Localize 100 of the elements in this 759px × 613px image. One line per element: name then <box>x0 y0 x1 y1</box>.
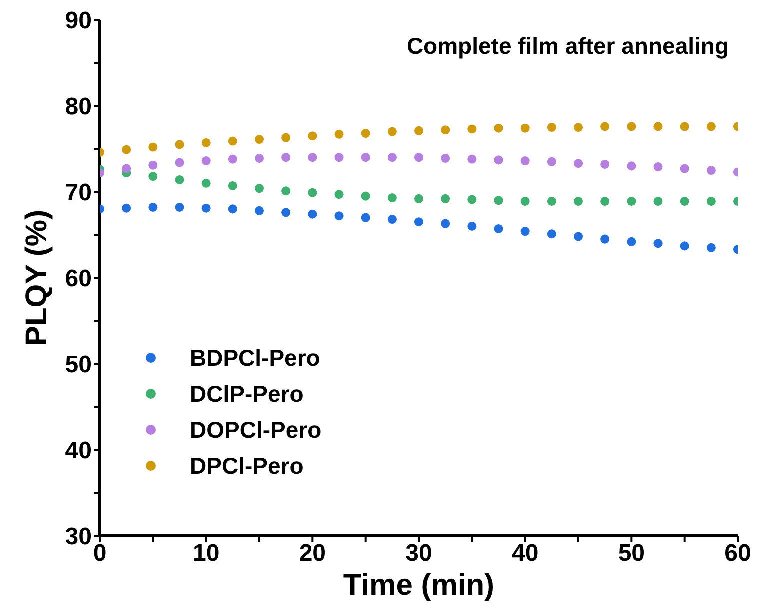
annotation: Complete film after annealing <box>406 33 729 60</box>
point <box>547 196 556 206</box>
point <box>308 153 318 162</box>
point <box>308 188 318 198</box>
point <box>148 160 158 170</box>
point <box>361 153 370 162</box>
point <box>547 230 556 239</box>
point <box>706 196 716 206</box>
point <box>468 124 477 134</box>
point <box>175 140 184 150</box>
point <box>441 219 450 228</box>
point <box>520 124 530 133</box>
point <box>441 194 450 204</box>
point <box>574 122 584 132</box>
point <box>228 181 238 190</box>
point <box>334 190 344 200</box>
point <box>627 196 636 206</box>
point <box>600 122 610 132</box>
point <box>600 196 610 206</box>
point <box>254 154 264 163</box>
point <box>574 232 584 242</box>
point <box>175 158 184 168</box>
point <box>494 224 504 234</box>
point <box>254 206 264 216</box>
point <box>202 204 211 213</box>
point <box>175 202 184 212</box>
point <box>547 157 556 166</box>
y-tick-label: 60 <box>65 266 92 293</box>
point <box>334 153 344 162</box>
point <box>148 172 158 182</box>
x-tick-label: 10 <box>192 540 220 568</box>
point <box>654 196 663 206</box>
y-axis-title: PLQY (%) <box>20 210 54 346</box>
y-tick-label: 50 <box>65 352 92 379</box>
x-axis-title: Time (min) <box>343 569 495 602</box>
point <box>600 160 610 169</box>
point <box>282 208 291 218</box>
point <box>574 159 584 168</box>
point <box>468 195 477 204</box>
point <box>680 242 690 251</box>
point <box>388 215 397 224</box>
point <box>361 213 370 222</box>
point <box>361 192 370 201</box>
point <box>414 194 424 204</box>
point <box>388 153 397 162</box>
point <box>680 122 690 132</box>
x-tick-label: 0 <box>93 540 107 568</box>
point <box>441 126 450 135</box>
legend-label: DPCl-Pero <box>190 452 304 480</box>
point <box>175 175 184 184</box>
point <box>361 129 370 138</box>
point <box>414 218 424 227</box>
point <box>388 194 397 203</box>
point <box>494 196 504 206</box>
y-tick-label: 90 <box>65 8 92 35</box>
point <box>520 156 530 166</box>
x-tick-label: 30 <box>406 540 432 568</box>
point <box>282 186 291 196</box>
point <box>468 222 477 231</box>
point <box>202 156 211 166</box>
y-tick-label: 70 <box>65 180 92 207</box>
point <box>654 162 663 172</box>
y-tick-label: 40 <box>65 438 92 465</box>
legend-label: DOPCl-Pero <box>190 416 322 444</box>
point <box>441 154 450 163</box>
point <box>680 196 690 206</box>
point <box>494 124 504 133</box>
point <box>122 164 132 174</box>
point <box>148 142 158 152</box>
point <box>706 166 716 176</box>
point <box>228 154 238 164</box>
point <box>254 184 264 194</box>
x-tick-label: 20 <box>299 540 326 568</box>
point <box>228 204 238 214</box>
point <box>202 138 211 148</box>
x-tick-label: 50 <box>618 540 646 568</box>
point <box>574 196 584 206</box>
point <box>388 127 397 136</box>
point <box>334 212 344 221</box>
point <box>202 178 211 188</box>
point <box>308 210 318 219</box>
y-tick-label: 80 <box>65 94 92 121</box>
point <box>122 145 132 154</box>
point <box>706 243 716 252</box>
point <box>282 153 291 162</box>
point <box>520 196 530 206</box>
x-tick-label: 60 <box>724 540 752 568</box>
point <box>414 126 424 136</box>
point <box>600 234 610 244</box>
point <box>494 156 504 165</box>
legend-label: BDPCl-Pero <box>190 344 320 372</box>
point <box>627 122 636 132</box>
point <box>282 133 291 142</box>
point <box>334 130 344 139</box>
point <box>468 154 477 164</box>
point <box>627 162 636 171</box>
point <box>228 136 238 146</box>
point <box>308 132 318 141</box>
point <box>706 122 716 132</box>
point <box>122 204 132 213</box>
